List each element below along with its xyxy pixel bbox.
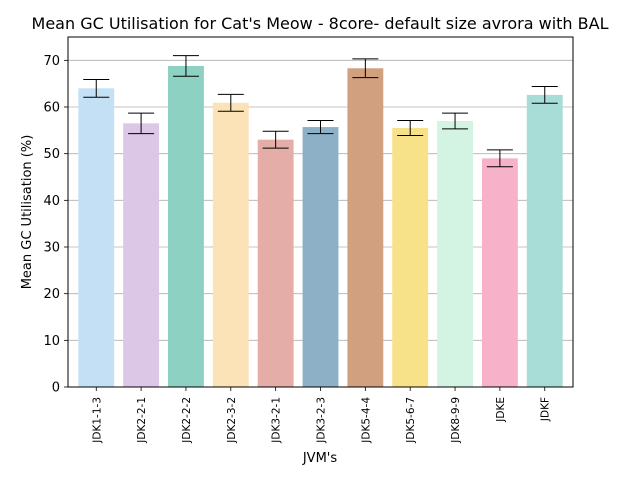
y-axis-label: Mean GC Utilisation (%) [20, 135, 35, 290]
x-tick-label: JDK5-4-4 [360, 397, 372, 444]
x-tick-label: JDK2-3-2 [226, 397, 238, 444]
x-tick-label: JDK1-1-3 [91, 397, 103, 444]
error-bars [83, 55, 558, 168]
x-axis-ticks: JDK1-1-3 JDK2-2-1 JDK2-2-2 JDK2-3-2 JDK3-2-1… [91, 387, 552, 444]
bar-jdkf [526, 94, 563, 387]
x-tick-label: JDK3-2-1 [271, 397, 283, 444]
bar-jdk1-1-3 [78, 88, 115, 387]
x-tick-label: JDK2-2-2 [181, 397, 193, 444]
x-tick-label: JDKF [540, 397, 552, 422]
y-tick-label: 40 [43, 194, 60, 209]
bar-jdk2-2-1 [123, 123, 160, 387]
chart-title: Mean GC Utilisation for Cat's Meow - 8co… [32, 14, 609, 33]
y-tick-label: 20 [43, 287, 60, 302]
y-tick-label: 0 [52, 381, 60, 396]
y-tick-label: 50 [43, 147, 60, 162]
y-axis-ticks: 0 10 20 30 40 50 60 70 [43, 54, 68, 396]
bar-jdk3-2-1 [257, 139, 294, 387]
x-tick-label: JDK2-2-1 [136, 397, 148, 444]
bar-jdk5-6-7 [392, 128, 429, 387]
x-axis-label: JVM's [302, 451, 338, 466]
x-tick-label: JDKE [495, 397, 507, 423]
y-tick-label: 10 [43, 334, 60, 349]
y-tick-label: 60 [43, 101, 60, 116]
x-tick-label: JDK5-6-7 [405, 397, 417, 444]
x-tick-label: JDK3-2-3 [316, 397, 328, 444]
x-tick-label: JDK8-9-9 [450, 397, 462, 444]
bars [78, 65, 563, 388]
y-tick-label: 30 [43, 241, 60, 256]
bar-jdk2-2-2 [168, 65, 204, 387]
bar-jdk5-4-4 [347, 68, 384, 388]
bar-jdk2-3-2 [212, 102, 249, 388]
bar-jdk3-2-3 [302, 127, 339, 388]
bar-jdke [481, 158, 518, 387]
y-tick-label: 70 [43, 54, 60, 69]
bar-jdk8-9-9 [437, 121, 473, 387]
